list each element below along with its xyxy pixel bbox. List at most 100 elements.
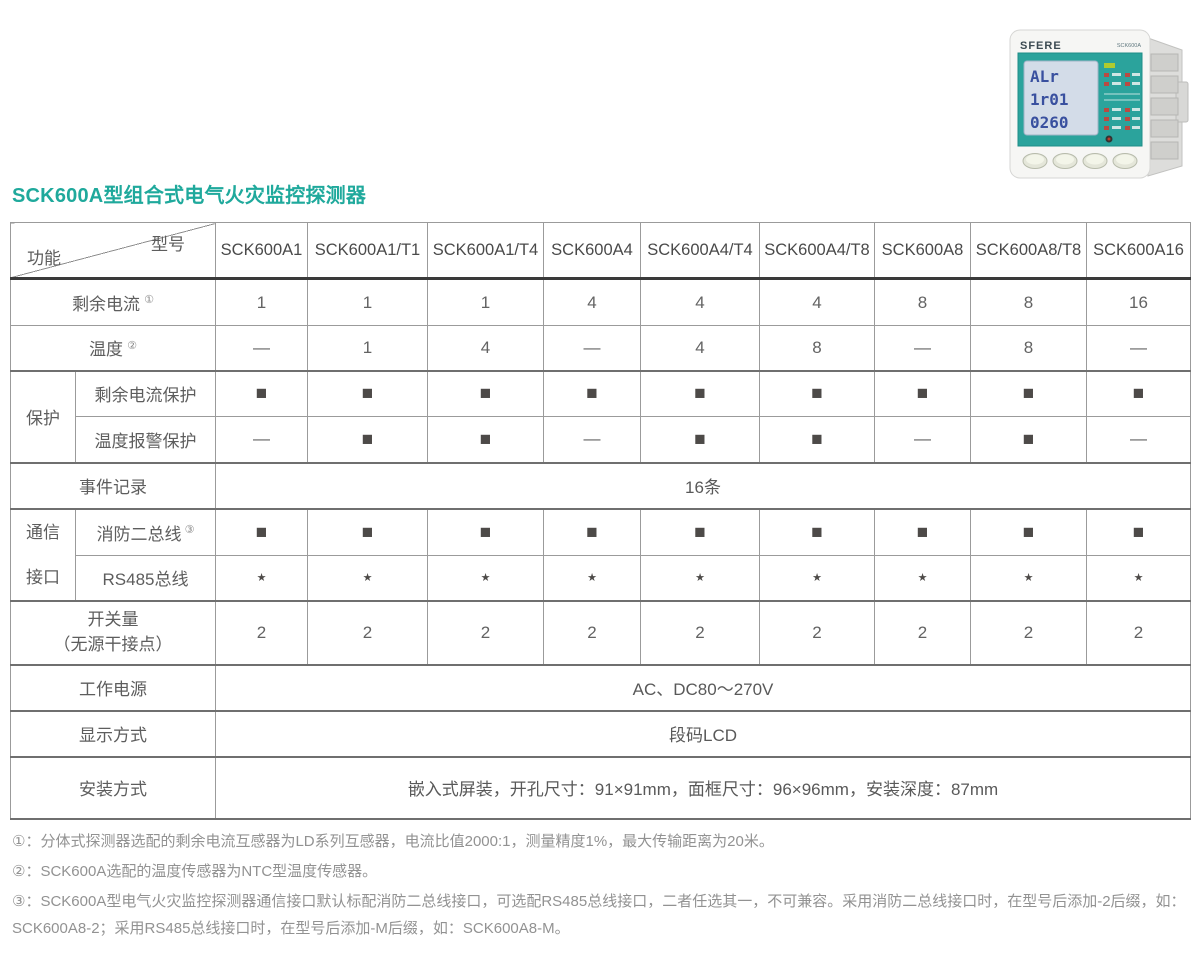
cell: 16 bbox=[1086, 278, 1191, 326]
cell: ■ bbox=[307, 416, 428, 463]
row-label-text: （无源干接点） bbox=[53, 634, 173, 654]
cell: ■ bbox=[970, 507, 1087, 556]
footnote-1: ①：分体式探测器选配的剩余电流互感器为LD系列互感器，电流比值2000:1，测量… bbox=[12, 833, 774, 850]
group-label-line: 接口 bbox=[26, 567, 60, 587]
row-display-mode: 显示方式 段码LCD bbox=[10, 709, 1191, 757]
cell: ★ bbox=[874, 555, 971, 601]
cell: ■ bbox=[640, 507, 760, 556]
cell: 1 bbox=[307, 278, 428, 326]
model-header: SCK600A8 bbox=[874, 222, 971, 280]
cell-merged: 16条 bbox=[215, 461, 1191, 509]
row-temp-alarm-protection: 温度报警保护 — ■ ■ — ■ ■ — ■ — bbox=[11, 416, 1191, 463]
cell: 1 bbox=[427, 278, 544, 326]
row-label: 工作电源 bbox=[10, 663, 216, 711]
cell: ■ bbox=[1086, 507, 1191, 556]
row-switch-output: 开关量 （无源干接点） 2 2 2 2 2 2 2 2 2 bbox=[10, 599, 1191, 665]
cell: ■ bbox=[759, 507, 875, 556]
cell: 2 bbox=[1086, 599, 1191, 665]
cell: 4 bbox=[427, 325, 544, 371]
meter-device-illustration: SFERE SCK600A ALr 1r01 0260 bbox=[1009, 29, 1189, 179]
brand-logo: SFERE bbox=[1020, 40, 1062, 52]
cell: ■ bbox=[543, 369, 641, 417]
corner-function-label: 功能 bbox=[27, 249, 61, 268]
cell: ■ bbox=[640, 369, 760, 417]
model-header: SCK600A16 bbox=[1086, 222, 1191, 280]
group-label-line: 通信 bbox=[26, 522, 60, 542]
footnote-ref: ① bbox=[144, 294, 154, 307]
cell: 8 bbox=[759, 325, 875, 371]
row-fire-bus: 通信 接口 消防二总线 ③ ■ ■ ■ ■ ■ ■ ■ ■ ■ bbox=[10, 507, 1191, 601]
indicator-leds bbox=[1104, 63, 1140, 143]
model-header: SCK600A4/T4 bbox=[640, 222, 760, 280]
cell: ■ bbox=[215, 369, 308, 417]
front-buttons bbox=[1022, 153, 1138, 169]
model-header: SCK600A1/T4 bbox=[427, 222, 544, 280]
cell: ★ bbox=[215, 555, 308, 601]
cell: ■ bbox=[874, 369, 971, 417]
cell: — bbox=[543, 325, 641, 371]
row-rs485: RS485总线 ★ ★ ★ ★ ★ ★ ★ ★ ★ bbox=[11, 555, 1191, 601]
cell: — bbox=[215, 416, 308, 463]
cell: — bbox=[1086, 325, 1191, 371]
footnote-ref: ② bbox=[127, 339, 137, 352]
cell: ■ bbox=[759, 416, 875, 463]
page-title: SCK600A型组合式电气火灾监控探测器 bbox=[12, 185, 367, 207]
cell: 2 bbox=[759, 599, 875, 665]
row-event-record: 事件记录 16条 bbox=[10, 461, 1191, 509]
group-label-comm: 通信 接口 bbox=[10, 507, 76, 601]
cell: 4 bbox=[640, 325, 760, 371]
cell: ■ bbox=[759, 369, 875, 417]
cell: ★ bbox=[307, 555, 428, 601]
cell: — bbox=[1086, 416, 1191, 463]
row-residual-protection: 保护 剩余电流保护 ■ ■ ■ ■ ■ ■ ■ ■ ■ bbox=[10, 369, 1191, 463]
cell: 1 bbox=[307, 325, 428, 371]
cell: 4 bbox=[759, 278, 875, 326]
row-residual-current: 剩余电流 ① 1 1 1 4 4 4 8 8 16 bbox=[10, 278, 1191, 326]
corner-model-label: 型号 bbox=[151, 235, 185, 254]
cell: 4 bbox=[640, 278, 760, 326]
corner-cell: 型号 功能 bbox=[10, 222, 216, 280]
cell: — bbox=[543, 416, 641, 463]
cell: ■ bbox=[427, 369, 544, 417]
row-label: 安装方式 bbox=[10, 755, 216, 820]
model-header: SCK600A4 bbox=[543, 222, 641, 280]
row-label-text: 开关量 bbox=[87, 609, 139, 629]
model-header: SCK600A4/T8 bbox=[759, 222, 875, 280]
row-power-supply: 工作电源 AC、DC80～270V bbox=[10, 663, 1191, 711]
cell: 1 bbox=[215, 278, 308, 326]
row-label: RS485总线 bbox=[75, 555, 216, 601]
row-label: 剩余电流保护 bbox=[75, 369, 216, 417]
cell: 8 bbox=[970, 278, 1087, 326]
lcd-line-2: 1r01 bbox=[1030, 90, 1069, 109]
cell: ■ bbox=[640, 416, 760, 463]
cell: 4 bbox=[543, 278, 641, 326]
group-label-protection: 保护 bbox=[10, 369, 76, 463]
lcd-readout: ALr 1r01 0260 bbox=[1030, 67, 1069, 132]
lcd-line-3: 0260 bbox=[1030, 113, 1069, 132]
cell: ★ bbox=[640, 555, 760, 601]
row-temperature: 温度 ② — 1 4 — 4 8 — 8 — bbox=[10, 325, 1191, 371]
cell: 2 bbox=[640, 599, 760, 665]
cell: 2 bbox=[543, 599, 641, 665]
row-label: 剩余电流 ① bbox=[10, 278, 216, 326]
cell: ■ bbox=[1086, 369, 1191, 417]
cell: 2 bbox=[215, 599, 308, 665]
product-photo: SFERE SCK600A ALr 1r01 0260 bbox=[1008, 20, 1192, 198]
footnote-ref: ③ bbox=[184, 524, 195, 537]
cell: ■ bbox=[543, 507, 641, 556]
model-header: SCK600A1 bbox=[215, 222, 308, 280]
cell: ■ bbox=[427, 416, 544, 463]
row-label: 事件记录 bbox=[10, 461, 216, 509]
spec-table: 型号 功能 SCK600A1 SCK600A1/T1 SCK600A1/T4 S… bbox=[10, 222, 1191, 820]
row-mounting: 安装方式 嵌入式屏装，开孔尺寸：91×91mm，面框尺寸：96×96mm，安装深… bbox=[10, 755, 1191, 820]
cell: ■ bbox=[215, 507, 308, 556]
footnote-3: ③：SCK600A型电气火灾监控探测器通信接口默认标配消防二总线接口，可选配RS… bbox=[12, 892, 1186, 938]
cell: ★ bbox=[970, 555, 1087, 601]
cell: — bbox=[874, 416, 971, 463]
cell: 2 bbox=[427, 599, 544, 665]
row-label: 消防二总线 ③ bbox=[75, 507, 216, 556]
cell: ■ bbox=[970, 369, 1087, 417]
cell: ★ bbox=[759, 555, 875, 601]
row-label-text: 温度 bbox=[89, 340, 124, 360]
row-label-text: 消防二总线 bbox=[96, 524, 182, 544]
